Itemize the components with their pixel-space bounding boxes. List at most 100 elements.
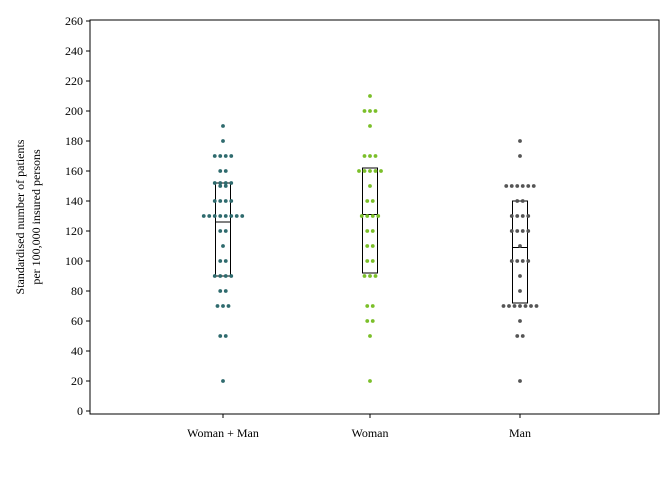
data-point: [529, 304, 533, 308]
data-point: [515, 184, 520, 188]
y-tick-label: 240: [65, 44, 83, 58]
data-point: [520, 184, 525, 188]
data-point: [526, 184, 531, 188]
data-point: [520, 199, 525, 203]
data-point: [526, 259, 531, 263]
data-point: [215, 304, 220, 308]
series-group: [501, 139, 539, 383]
data-point: [518, 244, 522, 248]
data-point: [373, 169, 378, 173]
data-point: [515, 229, 520, 233]
data-point: [512, 304, 517, 308]
data-point: [212, 199, 217, 203]
data-point: [223, 154, 228, 158]
y-axis-title-line-1: Standardised number of patients: [13, 139, 27, 294]
data-point: [223, 289, 228, 293]
data-point: [370, 244, 375, 248]
data-point: [212, 274, 217, 278]
y-axis: 0 20 40 60 80 100 120 140 160 180 200 220 240 260: [65, 14, 90, 418]
data-point: [534, 304, 539, 308]
data-point: [207, 214, 212, 218]
data-point: [370, 304, 375, 308]
data-point: [218, 199, 223, 203]
data-point: [218, 334, 223, 338]
data-point: [373, 274, 378, 278]
y-tick-label: 200: [65, 104, 83, 118]
data-point: [370, 214, 375, 218]
data-point: [379, 169, 383, 173]
data-point: [368, 169, 372, 173]
y-tick-label: 40: [71, 344, 83, 358]
y-tick-label: 80: [71, 284, 83, 298]
y-tick-label: 120: [65, 224, 83, 238]
data-point: [218, 181, 223, 185]
data-point: [368, 154, 372, 158]
data-point: [221, 124, 225, 128]
data-point: [223, 274, 228, 278]
data-point: [373, 109, 378, 113]
data-point: [509, 184, 514, 188]
data-point: [218, 289, 223, 293]
data-point: [370, 199, 375, 203]
data-point: [234, 214, 239, 218]
data-point: [365, 304, 370, 308]
data-point: [229, 181, 234, 185]
y-tick-label: 0: [77, 404, 83, 418]
y-tick-label: 20: [71, 374, 83, 388]
y-tick-label: 220: [65, 74, 83, 88]
y-tick-label: 100: [65, 254, 83, 268]
data-point: [504, 184, 509, 188]
data-point: [221, 244, 225, 248]
data-point: [520, 229, 525, 233]
data-point: [223, 259, 228, 263]
data-point: [368, 184, 372, 188]
y-tick-label: 180: [65, 134, 83, 148]
data-point: [365, 319, 370, 323]
data-point: [218, 274, 223, 278]
data-point: [368, 94, 372, 98]
data-point: [218, 259, 223, 263]
data-point: [515, 259, 520, 263]
iqr-box: [362, 167, 378, 274]
series-group: [357, 94, 383, 383]
data-point: [370, 259, 375, 263]
data-point: [370, 319, 375, 323]
data-point: [229, 154, 234, 158]
y-tick-label: 140: [65, 194, 83, 208]
data-point: [365, 229, 370, 233]
y-tick-label: 60: [71, 314, 83, 328]
y-axis-title: Standardised number of patients per 100,…: [13, 139, 43, 294]
data-point: [526, 214, 531, 218]
data-point: [362, 274, 367, 278]
data-point: [365, 259, 370, 263]
data-point: [531, 184, 536, 188]
data-point: [221, 139, 225, 143]
data-point: [229, 199, 234, 203]
data-point: [357, 169, 361, 173]
data-point: [509, 214, 514, 218]
data-point: [520, 259, 525, 263]
data-point: [520, 214, 525, 218]
data-point: [221, 379, 225, 383]
data-point: [226, 304, 231, 308]
data-point: [515, 199, 520, 203]
data-point: [229, 214, 234, 218]
data-point: [223, 169, 228, 173]
data-point: [212, 181, 217, 185]
data-point: [221, 304, 225, 308]
plot-frame: [89, 19, 660, 415]
data-point: [518, 139, 522, 143]
data-point: [368, 379, 372, 383]
data-point: [507, 304, 511, 308]
x-category-label: Man: [509, 426, 531, 440]
data-point: [223, 214, 228, 218]
series-layer: [201, 94, 539, 383]
data-point: [218, 214, 223, 218]
y-tick-label: 260: [65, 14, 83, 28]
data-point: [223, 184, 228, 188]
data-point: [368, 334, 372, 338]
data-point: [373, 154, 378, 158]
data-point: [523, 304, 528, 308]
data-point: [365, 199, 370, 203]
